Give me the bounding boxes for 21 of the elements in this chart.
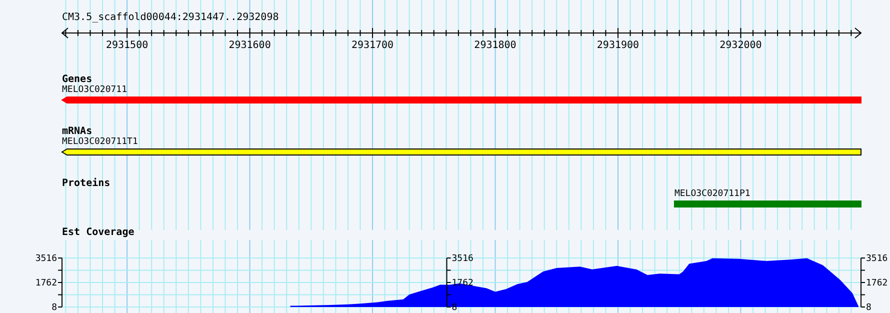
data-label: MELO3C020711P1 [674, 189, 750, 199]
x-tick-label: 2931900 [596, 40, 640, 51]
y-tick-label: 8 [52, 303, 57, 313]
y2-tick-label: 3516 [866, 254, 888, 264]
y-tick-label: 3516 [35, 254, 57, 264]
x-tick-label: 2932000 [720, 40, 762, 51]
data-label: MELO3C020711T1 [62, 137, 138, 147]
data-label: MELO3C020711 [62, 85, 128, 95]
x-tick-label: 2931600 [228, 40, 271, 51]
x-tick-label: 2931800 [474, 40, 516, 51]
y2-tick-label: 8 [866, 303, 872, 313]
x-tick-label: 2931700 [351, 40, 394, 51]
y-tick-label: 1762 [35, 278, 57, 288]
x-tick-label: 2931500 [106, 40, 148, 51]
chart-title: CM3.5_scaffold00044:2931447..2932098 [62, 12, 279, 23]
y-tick-label: Genes [62, 74, 92, 85]
y-tick-label: mRNAs [62, 126, 92, 137]
y2-tick-label: 1762 [866, 278, 888, 288]
y3-tick-label: 3516 [452, 254, 474, 264]
chart-title: Est Coverage [62, 227, 134, 238]
y-tick-label: Proteins [62, 177, 110, 189]
